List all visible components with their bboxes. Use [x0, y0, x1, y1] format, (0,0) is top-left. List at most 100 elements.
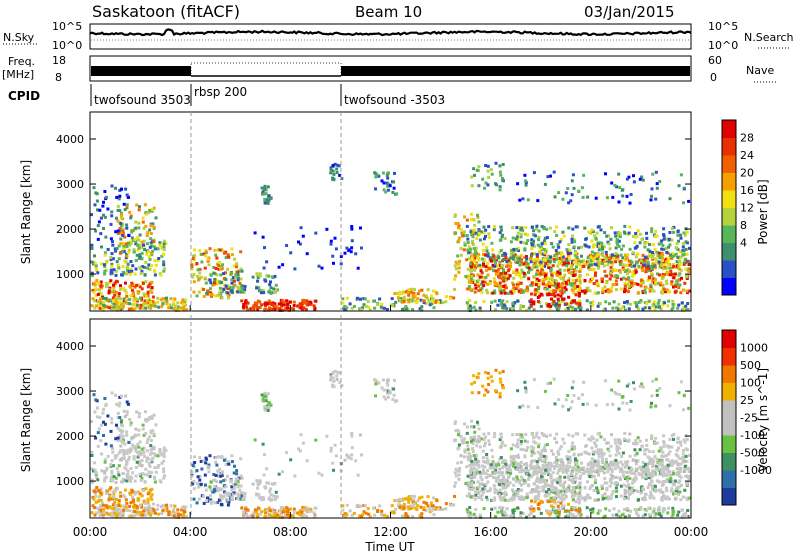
range-cell	[167, 303, 171, 307]
range-cell	[623, 497, 626, 501]
range-cell	[598, 302, 602, 306]
range-cell	[563, 469, 567, 473]
range-cell	[153, 269, 157, 273]
range-cell	[102, 507, 106, 511]
range-cell	[373, 378, 377, 382]
range-cell	[127, 251, 130, 255]
range-cell	[681, 495, 685, 499]
range-cell	[506, 276, 510, 280]
range-cell	[262, 192, 266, 196]
range-cell	[151, 222, 155, 226]
range-cell	[591, 254, 595, 258]
range-cell	[627, 175, 631, 179]
range-cell	[596, 225, 600, 229]
range-cell	[470, 277, 474, 281]
range-cell	[555, 302, 558, 306]
range-cell	[535, 478, 539, 482]
range-cell	[677, 239, 680, 243]
range-cell	[591, 303, 595, 307]
range-cell	[208, 287, 212, 291]
range-cell	[685, 230, 689, 234]
range-cell	[140, 494, 144, 498]
range-cell	[522, 463, 526, 466]
range-cell	[226, 284, 230, 288]
range-cell	[545, 484, 549, 488]
range-cell	[468, 463, 472, 467]
range-cell	[125, 452, 129, 456]
range-cell	[453, 287, 456, 291]
range-cell	[148, 474, 152, 478]
range-cell	[683, 281, 687, 285]
range-cell	[545, 277, 549, 281]
range-cell	[274, 288, 278, 292]
range-cell	[486, 254, 490, 258]
range-cell	[680, 483, 683, 487]
range-cell	[536, 263, 540, 267]
range-cell	[605, 488, 609, 492]
range-cell	[93, 203, 97, 207]
range-cell	[650, 279, 654, 283]
range-cell	[484, 253, 488, 257]
range-cell	[237, 287, 241, 291]
range-cell	[555, 252, 559, 256]
range-cell	[614, 453, 618, 457]
range-cell	[329, 446, 333, 450]
range-cell	[110, 511, 114, 515]
range-cell	[525, 289, 529, 293]
range-cell	[669, 489, 673, 493]
range-cell	[501, 233, 505, 237]
range-cell	[516, 488, 520, 491]
range-cell	[484, 228, 488, 232]
range-cell	[561, 470, 565, 474]
range-cell	[388, 391, 392, 395]
range-cell	[551, 485, 554, 489]
range-cell	[562, 483, 566, 487]
range-cell	[262, 266, 266, 270]
range-cell	[136, 499, 140, 502]
range-cell	[501, 291, 505, 295]
range-cell	[505, 300, 509, 304]
range-cell	[110, 271, 114, 275]
range-cell	[355, 503, 359, 507]
range-cell	[114, 456, 118, 460]
range-cell	[99, 301, 103, 305]
range-cell	[278, 308, 282, 312]
range-cell	[516, 478, 520, 482]
range-cell	[231, 498, 234, 502]
range-cell	[145, 459, 149, 463]
range-cell	[548, 484, 552, 488]
range-cell	[264, 514, 267, 518]
range-cell	[530, 253, 533, 257]
range-cell	[435, 499, 439, 503]
range-cell	[224, 463, 228, 467]
range-cell	[521, 290, 525, 294]
range-cell	[125, 254, 129, 258]
range-cell	[356, 473, 360, 477]
range-cell	[99, 297, 103, 301]
range-cell	[507, 464, 511, 468]
range-cell	[545, 236, 549, 240]
range-cell	[91, 495, 95, 499]
range-cell	[104, 297, 108, 301]
range-cell	[236, 480, 240, 484]
range-cell	[657, 242, 661, 246]
range-cell	[405, 505, 409, 509]
range-cell	[581, 264, 585, 268]
range-cell	[576, 492, 580, 496]
range-cell	[495, 256, 499, 260]
range-cell	[137, 246, 141, 250]
range-cell	[398, 298, 402, 302]
range-cell	[98, 415, 102, 419]
range-cell	[632, 180, 636, 184]
range-cell	[120, 187, 123, 191]
range-cell	[133, 510, 137, 513]
range-cell	[265, 260, 269, 264]
range-cell	[469, 259, 473, 263]
range-cell	[90, 450, 94, 454]
range-cell	[488, 282, 492, 285]
range-cell	[154, 263, 158, 267]
range-cell	[675, 279, 679, 283]
range-cell	[499, 173, 503, 177]
range-cell	[382, 188, 386, 192]
range-cell	[136, 235, 140, 239]
